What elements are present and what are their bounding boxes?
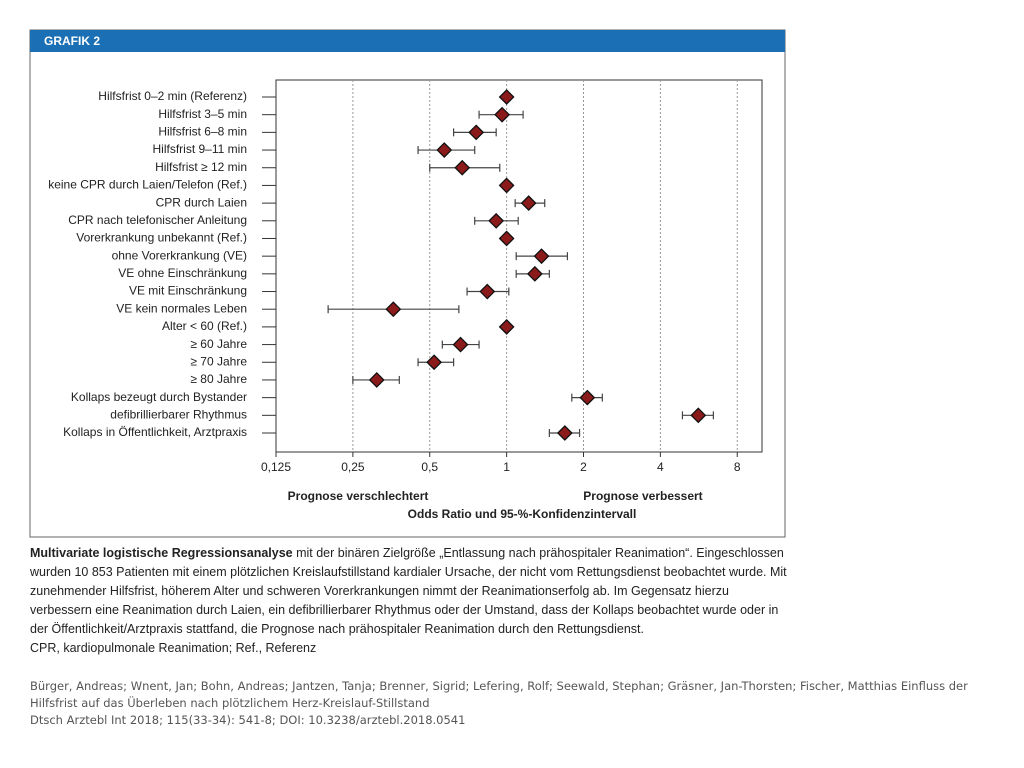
category-label: ≥ 70 Jahre [190, 354, 247, 368]
category-label: Hilfsfrist 6–8 min [158, 125, 247, 139]
category-label: ≥ 60 Jahre [190, 337, 247, 351]
x-tick-label: 0,5 [421, 460, 438, 474]
x-tick-label: 4 [657, 460, 664, 474]
odds-ratio-marker [498, 89, 515, 105]
caption-body: mit der binären Zielgröße „Entlassung na… [30, 546, 787, 636]
odds-ratio-marker [579, 389, 596, 406]
category-label: keine CPR durch Laien/Telefon (Ref.) [48, 178, 247, 192]
category-label: CPR nach telefonischer Anleitung [68, 213, 247, 227]
category-label: ohne Vorerkrankung (VE) [112, 248, 247, 262]
category-label: CPR durch Laien [156, 195, 247, 209]
right-note: Prognose verbessert [583, 489, 702, 503]
category-label: Hilfsfrist ≥ 12 min [155, 160, 247, 174]
source-line: Dtsch Arztebl Int 2018; 115(33-34): 541-… [30, 713, 466, 727]
odds-ratio-marker [526, 265, 543, 282]
x-axis-title: Odds Ratio und 95-%-Konfidenzintervall [408, 507, 637, 521]
odds-ratio-marker [488, 212, 505, 229]
source-line: Bürger, Andreas; Wnent, Jan; Bohn, Andre… [30, 679, 968, 710]
odds-ratio-marker [498, 230, 515, 247]
category-label: defibrillierbarer Rhythmus [110, 407, 247, 421]
caption-abbrev: CPR, kardiopulmonale Reanimation; Ref., … [30, 641, 317, 655]
odds-ratio-marker [690, 407, 707, 424]
odds-ratio-marker [454, 159, 471, 176]
category-label: VE mit Einschränkung [129, 284, 247, 298]
category-label: Kollaps bezeugt durch Bystander [71, 390, 247, 404]
caption-bold: Multivariate logistische Regressionsanal… [30, 546, 293, 560]
odds-ratio-marker [426, 354, 443, 371]
odds-ratio-marker [468, 124, 485, 141]
plot-frame [275, 79, 763, 453]
odds-ratio-marker [498, 177, 515, 194]
odds-ratio-marker [494, 106, 511, 123]
odds-ratio-marker [368, 372, 385, 388]
x-tick-label: 2 [580, 460, 587, 474]
left-note: Prognose verschlechtert [288, 489, 429, 503]
odds-ratio-marker [436, 142, 453, 158]
category-label: VE kein normales Leben [116, 301, 247, 315]
odds-ratio-marker [498, 318, 515, 335]
odds-ratio-marker [520, 195, 537, 212]
x-tick-label: 8 [734, 460, 741, 474]
x-tick-label: 0,25 [341, 460, 365, 474]
category-label: Vorerkrankung unbekannt (Ref.) [76, 231, 247, 245]
odds-ratio-marker [533, 248, 550, 265]
figure-header [30, 30, 785, 52]
figure-label: GRAFIK 2 [44, 34, 100, 48]
x-tick-label: 0,125 [261, 460, 291, 474]
x-tick-label: 1 [503, 460, 510, 474]
source: Bürger, Andreas; Wnent, Jan; Bohn, Andre… [30, 678, 990, 729]
odds-ratio-marker [479, 283, 496, 300]
category-label: Hilfsfrist 0–2 min (Referenz) [98, 89, 247, 103]
category-label: Hilfsfrist 9–11 min [153, 142, 247, 156]
odds-ratio-marker [556, 425, 573, 441]
category-label: Hilfsfrist 3–5 min [158, 107, 247, 121]
odds-ratio-marker [385, 301, 402, 318]
category-label: ≥ 80 Jahre [190, 372, 247, 386]
caption: Multivariate logistische Regressionsanal… [30, 544, 788, 658]
category-label: VE ohne Einschränkung [118, 266, 247, 280]
odds-ratio-marker [452, 336, 469, 353]
caption-text: Multivariate logistische Regressionsanal… [30, 544, 788, 639]
category-label: Kollaps in Öffentlichkeit, Arztpraxis [63, 425, 247, 439]
category-label: Alter < 60 (Ref.) [162, 319, 247, 333]
